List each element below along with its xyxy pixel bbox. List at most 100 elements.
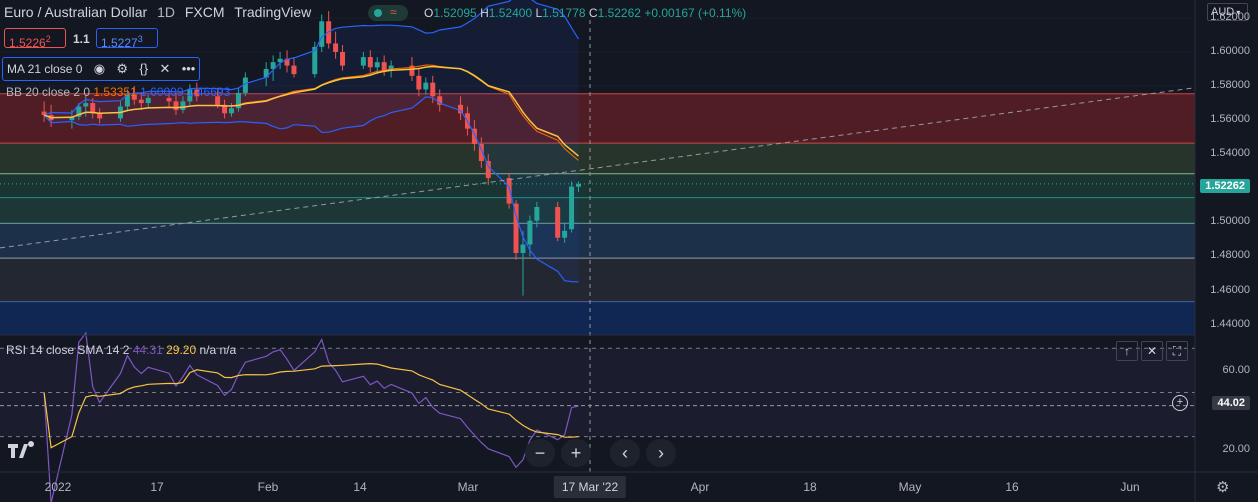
candle-body bbox=[124, 94, 130, 107]
candle-body bbox=[374, 62, 380, 68]
candle-body bbox=[242, 77, 248, 93]
scroll-left-button[interactable]: ‹ bbox=[610, 439, 640, 467]
candle-body bbox=[187, 89, 193, 102]
candle-body bbox=[569, 186, 575, 230]
source-label: TradingView bbox=[234, 4, 312, 20]
candle-body bbox=[291, 65, 297, 75]
market-status-icon[interactable]: ≈ bbox=[368, 5, 408, 21]
price-axis-label: 1.58000 bbox=[1210, 79, 1250, 92]
time-axis-label: 16 bbox=[1005, 480, 1019, 494]
close-icon[interactable]: ✕ bbox=[159, 61, 171, 76]
time-axis-label: 14 bbox=[353, 480, 367, 494]
fib-zone bbox=[0, 93, 1195, 144]
candle-body bbox=[333, 43, 339, 52]
time-axis-label: May bbox=[898, 480, 922, 494]
bb-band-fill bbox=[44, 0, 579, 282]
ma-legend[interactable]: MA 21 close 0 ◉ ⚙ {} ✕ ••• bbox=[2, 57, 201, 81]
fib-zone bbox=[0, 223, 1195, 259]
time-axis-label: Mar bbox=[457, 480, 479, 494]
candle-body bbox=[180, 101, 186, 110]
price-axis-label: 1.62000 bbox=[1210, 10, 1250, 23]
scroll-right-button[interactable]: › bbox=[646, 439, 676, 467]
source-code-icon[interactable]: {} bbox=[139, 61, 149, 76]
trendline bbox=[0, 87, 1196, 249]
candle-body bbox=[423, 82, 429, 90]
candle-body bbox=[215, 96, 221, 105]
settings-gear-icon[interactable]: ⚙ bbox=[1216, 479, 1230, 496]
crosshair-date-label: 17 Mar '22 bbox=[553, 476, 627, 498]
candle-body bbox=[576, 183, 581, 187]
interval-label[interactable]: 1D bbox=[157, 4, 175, 20]
price-axis-label: 1.50000 bbox=[1210, 215, 1250, 228]
candle-body bbox=[416, 75, 422, 90]
time-axis-label: Feb bbox=[257, 480, 279, 494]
currency-select[interactable]: AUD ▾ bbox=[1207, 3, 1248, 21]
candle-body bbox=[131, 94, 137, 100]
candle-body bbox=[312, 46, 318, 75]
more-icon[interactable]: ••• bbox=[181, 61, 196, 76]
candle-body bbox=[41, 111, 47, 116]
buy-button[interactable]: 1.52273 bbox=[96, 28, 158, 50]
candle-body bbox=[76, 106, 82, 117]
time-axis-label: Apr bbox=[690, 480, 710, 494]
spread-label: 1.1 bbox=[73, 32, 90, 46]
bb-legend[interactable]: BB 20 close 2 0 1.53351 1.60009 1.46693 bbox=[6, 85, 231, 99]
candle-body bbox=[173, 101, 179, 110]
price-axis-label: 1.60000 bbox=[1210, 44, 1250, 57]
bb-lower-line bbox=[43, 96, 579, 283]
candle-body bbox=[340, 51, 346, 66]
rsi-crosshair-badge: 44.02 bbox=[1212, 396, 1250, 410]
fib-zone bbox=[0, 143, 1195, 174]
symbol-title: Euro / Australian Dollar bbox=[4, 4, 148, 20]
rsi-axis-20: 20.00 bbox=[1222, 443, 1250, 455]
candle-body bbox=[138, 99, 144, 104]
candle-body bbox=[458, 104, 464, 114]
candle-body bbox=[409, 65, 415, 76]
candle-body bbox=[194, 89, 200, 97]
candle-body bbox=[90, 103, 96, 114]
rsi-legend[interactable]: RSI 14 close SMA 14 2 44.31 29.20 n/a n/… bbox=[6, 343, 237, 357]
gear-icon[interactable]: ⚙ bbox=[116, 61, 129, 76]
candle-body bbox=[97, 113, 103, 119]
last-price-badge: 1.52262 bbox=[1200, 179, 1250, 193]
move-up-icon[interactable]: ↑ bbox=[1116, 341, 1138, 361]
sell-button[interactable]: 1.52262 bbox=[4, 28, 66, 50]
candle-body bbox=[270, 62, 276, 70]
close-pane-icon[interactable]: ✕ bbox=[1141, 341, 1163, 361]
candle-body bbox=[506, 178, 512, 204]
price-axis-label: 1.46000 bbox=[1210, 283, 1250, 296]
add-alert-icon[interactable]: + bbox=[1172, 395, 1188, 411]
rsi-line bbox=[43, 331, 579, 502]
price-axis-label: 1.44000 bbox=[1210, 317, 1250, 330]
exchange-label: FXCM bbox=[184, 4, 225, 20]
wave-icon: ≈ bbox=[390, 5, 397, 19]
eye-icon[interactable]: ◉ bbox=[93, 61, 106, 76]
maximize-pane-icon[interactable]: ⛶ bbox=[1166, 341, 1188, 361]
fib-zone bbox=[0, 197, 1195, 224]
zoom-in-button[interactable]: + bbox=[561, 439, 591, 467]
candle-body bbox=[263, 69, 269, 78]
bb-basis-value: 1.53351 bbox=[93, 85, 137, 99]
time-axis-label: Jun bbox=[1120, 480, 1140, 494]
zoom-out-button[interactable]: − bbox=[525, 439, 555, 467]
candle-body bbox=[235, 92, 241, 109]
candle-body bbox=[388, 65, 394, 71]
bb-upper-value: 1.60009 bbox=[140, 85, 184, 99]
bb-upper-line bbox=[43, 0, 580, 116]
time-axis-label: 18 bbox=[803, 480, 817, 494]
candle-body bbox=[145, 97, 151, 104]
fib-zone bbox=[0, 301, 1195, 335]
time-axis-label: 2022 bbox=[44, 480, 72, 494]
candle-body bbox=[277, 58, 283, 63]
candle-body bbox=[437, 96, 443, 105]
rsi-sma-line bbox=[43, 362, 579, 449]
candle-body bbox=[430, 82, 436, 97]
fib-zone bbox=[0, 258, 1195, 302]
rsi-pane bbox=[0, 331, 1195, 502]
rsi-axis-60: 60.00 bbox=[1222, 364, 1250, 376]
bollinger-fill bbox=[44, 0, 579, 282]
ohlc-values: O1.52095 H1.52400 L1.51778 C1.52262 +0.0… bbox=[424, 6, 747, 20]
tradingview-logo-icon[interactable] bbox=[6, 440, 36, 462]
symbol-header[interactable]: Euro / Australian Dollar 1D FXCM Trading… bbox=[4, 4, 317, 20]
